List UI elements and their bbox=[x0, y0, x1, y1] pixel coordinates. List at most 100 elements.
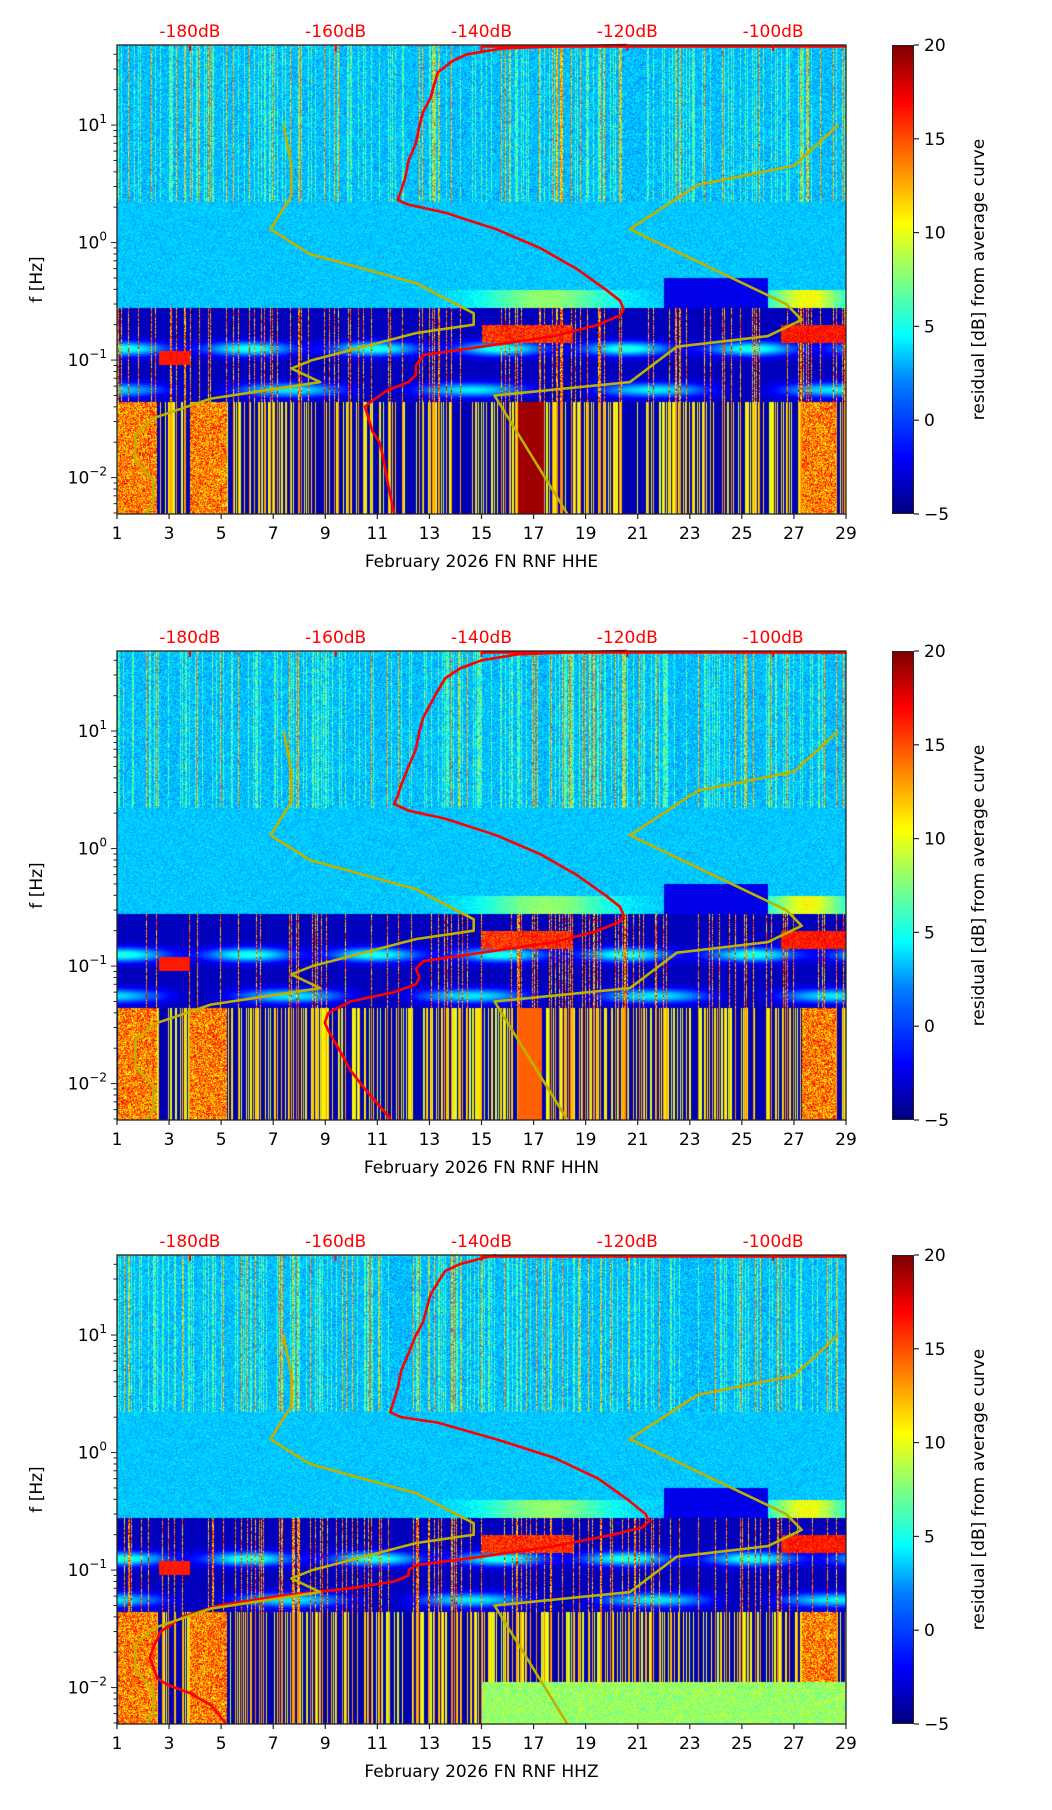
y-tick-label: 101 bbox=[78, 718, 107, 742]
colorbar-tick-label: 10 bbox=[924, 1434, 946, 1454]
x-tick-label: 15 bbox=[471, 524, 493, 544]
x-tick-label: 25 bbox=[731, 524, 753, 544]
high-noise-model-line bbox=[493, 1334, 840, 1724]
x-tick-label: 9 bbox=[320, 1734, 331, 1754]
top-db-label: -180dB bbox=[159, 628, 220, 648]
x-tick-label: 21 bbox=[627, 524, 649, 544]
colorbar-tick-label: 0 bbox=[924, 411, 935, 431]
x-tick-label: 17 bbox=[523, 1734, 545, 1754]
x-tick-label: 3 bbox=[164, 1130, 175, 1150]
x-tick-label: 29 bbox=[835, 1734, 857, 1754]
y-tick-label: 10−1 bbox=[68, 347, 107, 371]
colorbar-tick-label: 10 bbox=[924, 224, 946, 244]
spectrogram-heatmap bbox=[117, 45, 846, 514]
x-tick-label: 7 bbox=[268, 1130, 279, 1150]
x-tick-label: 21 bbox=[627, 1734, 649, 1754]
top-db-label: -100dB bbox=[743, 1232, 804, 1252]
y-axis-label: f [Hz] bbox=[27, 1466, 47, 1512]
low-noise-model-line bbox=[133, 730, 476, 1120]
colorbar-label: residual [dB] from average curve bbox=[969, 139, 989, 420]
x-tick-label: 27 bbox=[783, 524, 805, 544]
colorbar-tick-label: 20 bbox=[924, 1246, 946, 1266]
x-tick-label: 23 bbox=[679, 1734, 701, 1754]
x-tick-label: 19 bbox=[575, 524, 597, 544]
x-tick-label: 27 bbox=[783, 1734, 805, 1754]
y-tick-label: 10−1 bbox=[68, 1557, 107, 1581]
x-tick-label: 27 bbox=[783, 1130, 805, 1150]
colorbar-tick-label: 20 bbox=[924, 36, 946, 56]
top-db-label: -160dB bbox=[305, 628, 366, 648]
y-tick-label: 10−1 bbox=[68, 953, 107, 977]
x-tick-label: 29 bbox=[835, 1130, 857, 1150]
colorbar-tick-label: 20 bbox=[924, 642, 946, 662]
x-tick-label: 5 bbox=[216, 1734, 227, 1754]
x-tick-label: 21 bbox=[627, 1130, 649, 1150]
x-tick-label: 17 bbox=[523, 1130, 545, 1150]
x-tick-label: 5 bbox=[216, 1130, 227, 1150]
colorbar-tick-label: 15 bbox=[924, 130, 946, 150]
top-db-label: -120dB bbox=[597, 22, 658, 42]
top-db-label: -180dB bbox=[159, 22, 220, 42]
colorbar-tick-label: 5 bbox=[924, 317, 935, 337]
y-tick-label: 101 bbox=[78, 1322, 107, 1346]
x-tick-label: 29 bbox=[835, 524, 857, 544]
top-db-label: -100dB bbox=[743, 22, 804, 42]
x-tick-label: 15 bbox=[471, 1130, 493, 1150]
colorbar-tick-label: 0 bbox=[924, 1017, 935, 1037]
x-tick-label: 5 bbox=[216, 524, 227, 544]
x-tick-label: 23 bbox=[679, 524, 701, 544]
x-tick-label: 19 bbox=[575, 1130, 597, 1150]
high-noise-model-line bbox=[493, 124, 840, 514]
high-noise-model-line bbox=[493, 730, 840, 1120]
colorbar-tick-label: 5 bbox=[924, 1527, 935, 1547]
x-tick-label: 11 bbox=[367, 1734, 389, 1754]
x-tick-label: 3 bbox=[164, 524, 175, 544]
low-noise-model-line bbox=[133, 1334, 476, 1724]
y-tick-label: 100 bbox=[78, 1440, 107, 1464]
x-tick-label: 17 bbox=[523, 524, 545, 544]
x-tick-label: 15 bbox=[471, 1734, 493, 1754]
y-tick-label: 101 bbox=[78, 112, 107, 136]
top-db-label: -180dB bbox=[159, 1232, 220, 1252]
y-tick-label: 10−2 bbox=[68, 1675, 107, 1699]
y-tick-label: 10−2 bbox=[68, 1071, 107, 1095]
top-db-label: -140dB bbox=[451, 628, 512, 648]
x-tick-label: 1 bbox=[112, 1130, 123, 1150]
top-db-label: -160dB bbox=[305, 1232, 366, 1252]
x-tick-label: 7 bbox=[268, 524, 279, 544]
top-db-label: -120dB bbox=[597, 1232, 658, 1252]
colorbar-tick-label: −5 bbox=[924, 1715, 949, 1735]
colorbar-tick-label: 5 bbox=[924, 923, 935, 943]
x-tick-label: 3 bbox=[164, 1734, 175, 1754]
colorbar-tick-label: −5 bbox=[924, 505, 949, 525]
colorbar-tick-label: 15 bbox=[924, 1340, 946, 1360]
x-tick-label: 19 bbox=[575, 1734, 597, 1754]
x-tick-label: 13 bbox=[419, 1130, 441, 1150]
x-tick-label: 13 bbox=[419, 1734, 441, 1754]
colorbar bbox=[892, 45, 914, 514]
colorbar-label: residual [dB] from average curve bbox=[969, 1349, 989, 1630]
x-axis-label: February 2026 FN RNF HHZ bbox=[364, 1762, 598, 1782]
panel-hhn: 1 3 5 7 9 11 13 15 17 19 21 23 25 27 29 February 2026 F… bbox=[0, 606, 1052, 1206]
y-tick-label: 10−2 bbox=[68, 465, 107, 489]
colorbar-tick-label: 0 bbox=[924, 1621, 935, 1641]
colorbar bbox=[892, 651, 914, 1120]
colorbar-label: residual [dB] from average curve bbox=[969, 745, 989, 1026]
x-tick-label: 11 bbox=[367, 524, 389, 544]
y-axis-label: f [Hz] bbox=[27, 256, 47, 302]
x-tick-label: 1 bbox=[112, 524, 123, 544]
x-tick-label: 11 bbox=[367, 1130, 389, 1150]
panel-hhz: 1 3 5 7 9 11 13 15 17 19 21 23 25 27 29 February 2026 F… bbox=[0, 1210, 1052, 1810]
average-curve-line bbox=[323, 649, 628, 1120]
spectrogram-heatmap bbox=[117, 1255, 846, 1724]
x-tick-label: 7 bbox=[268, 1734, 279, 1754]
x-axis-label: February 2026 FN RNF HHN bbox=[364, 1158, 599, 1178]
x-tick-label: 9 bbox=[320, 524, 331, 544]
x-tick-label: 25 bbox=[731, 1734, 753, 1754]
average-curve-line bbox=[148, 1253, 651, 1724]
colorbar-tick-label: 10 bbox=[924, 830, 946, 850]
top-db-label: -100dB bbox=[743, 628, 804, 648]
y-tick-label: 100 bbox=[78, 230, 107, 254]
colorbar bbox=[892, 1255, 914, 1724]
